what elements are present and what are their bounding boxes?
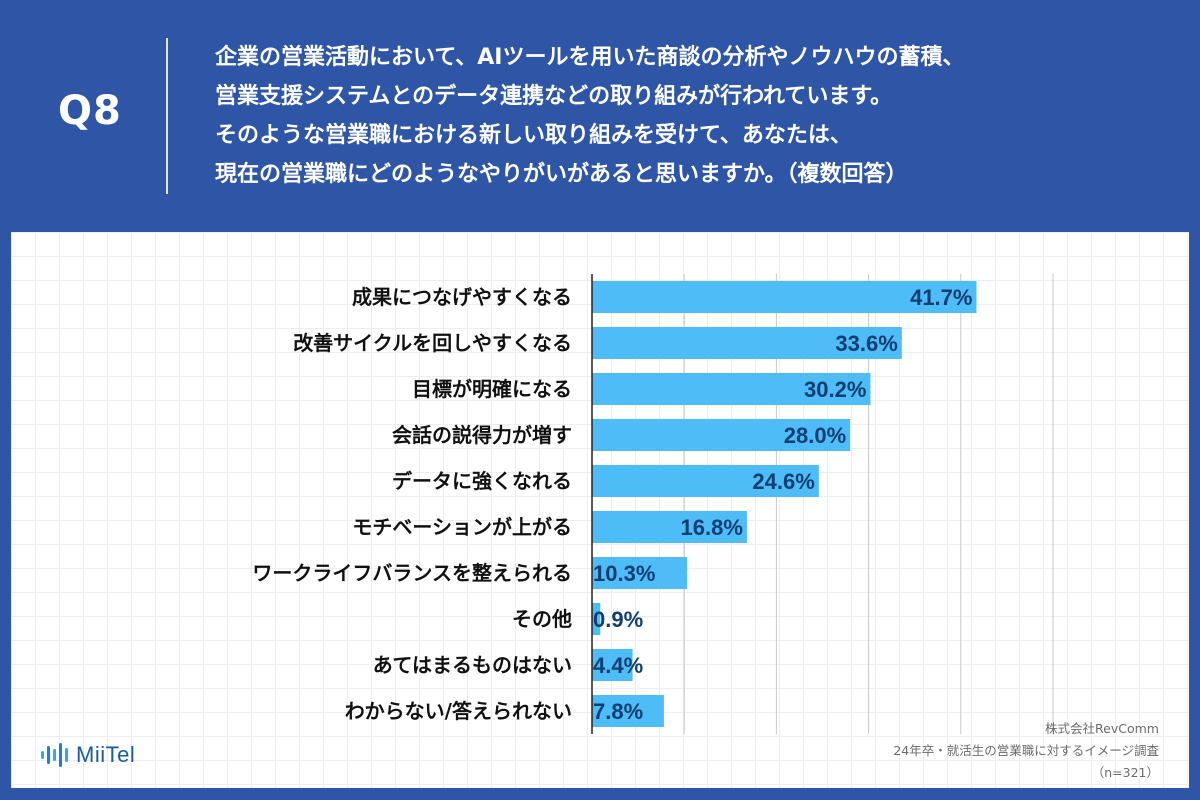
bar-chart: 成果につなげやすくなる 41.7% 改善サイクルを回しやすくなる 33.6% 目標が明確… [252, 274, 1054, 734]
company-name: 株式会社RevComm [1045, 721, 1159, 736]
category-label: ワークライフバランスを整えられる [252, 561, 572, 585]
value-label: 0.9% [593, 607, 643, 632]
bar [592, 511, 747, 543]
value-label: 7.8% [593, 699, 643, 724]
survey-name: 24年卒・就活生の営業職に対するイメージ調査 [893, 743, 1159, 758]
category-label: あてはまるものはない [373, 653, 572, 677]
bar [592, 649, 633, 681]
header-divider [166, 38, 168, 194]
bar [592, 419, 851, 451]
category-label: 成果につなげやすくなる [352, 285, 572, 309]
bar [592, 465, 819, 497]
value-label: 16.8% [681, 515, 743, 540]
category-label: データに強くなれる [392, 469, 572, 493]
source-note: 株式会社RevComm 24年卒・就活生の営業職に対するイメージ調査 （n=32… [893, 718, 1159, 784]
category-label: 改善サイクルを回しやすくなる [293, 331, 572, 355]
question-line: そのような営業職における新しい取り組みを受けて、あなたは、 [215, 123, 852, 148]
bar [592, 557, 687, 589]
miitel-logo: MiiTel [41, 742, 135, 768]
value-label: 10.3% [593, 561, 655, 586]
value-label: 30.2% [804, 377, 866, 402]
value-label: 24.6% [752, 469, 814, 494]
value-label: 33.6% [835, 331, 897, 356]
question-text: 企業の営業活動において、AIツールを用いた商談の分析やノウハウの蓄積、 営業支援… [215, 38, 1175, 194]
question-line: 現在の営業職にどのようなやりがいがあると思いますか。（複数回答） [215, 162, 908, 187]
audio-wave-icon [41, 742, 68, 768]
category-label: 目標が明確になる [412, 377, 572, 401]
category-label: 会話の説得力が増す [392, 423, 572, 447]
question-line: 営業支援システムとのデータ連携などの取り組みが行われています。 [215, 84, 893, 109]
question-number: Q8 [58, 88, 122, 134]
bar [592, 373, 871, 405]
category-label: わからない/答えられない [345, 699, 572, 723]
category-label: その他 [512, 607, 572, 631]
chart-panel: 成果につなげやすくなる 41.7% 改善サイクルを回しやすくなる 33.6% 目標が明確… [11, 232, 1189, 788]
bar [592, 327, 902, 359]
value-label: 4.4% [593, 653, 643, 678]
value-label: 41.7% [910, 285, 972, 310]
bar [592, 281, 977, 313]
bar [592, 695, 664, 727]
header: Q8 企業の営業活動において、AIツールを用いた商談の分析やノウハウの蓄積、 営… [0, 0, 1200, 230]
category-label: モチベーションが上がる [352, 515, 572, 539]
value-label: 28.0% [784, 423, 846, 448]
logo-text: MiiTel [76, 742, 136, 767]
question-line: 企業の営業活動において、AIツールを用いた商談の分析やノウハウの蓄積、 [215, 45, 965, 70]
bar [592, 603, 601, 635]
sample-size: （n=321） [1091, 765, 1159, 780]
